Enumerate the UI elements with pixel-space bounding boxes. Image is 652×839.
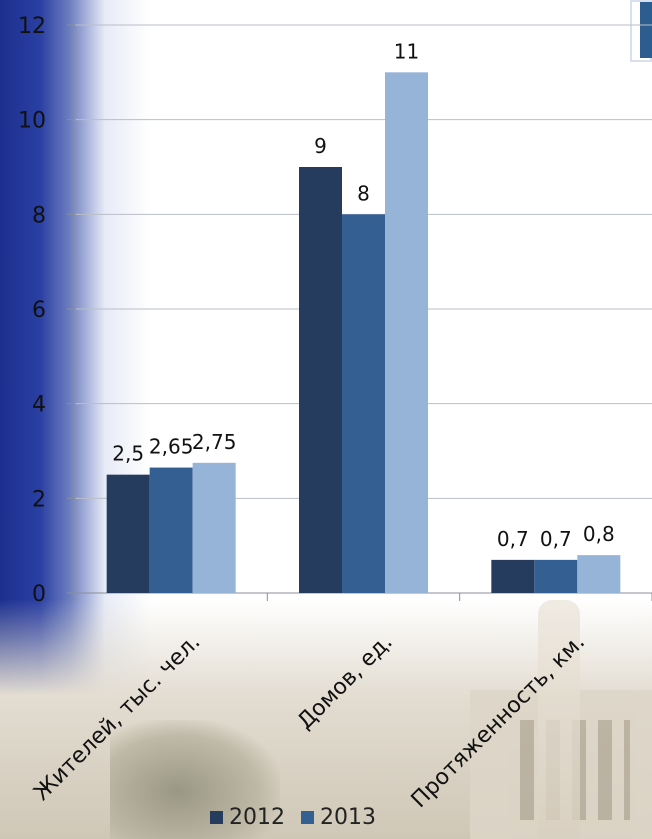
bar	[299, 167, 342, 593]
x-tick-label: Домов, ед.	[293, 630, 398, 735]
x-tick-label: Протяженность, км.	[407, 630, 590, 813]
data-label: 2,75	[192, 430, 237, 454]
y-axis-ticks: 0 2 4 6 8 10 12	[18, 14, 46, 607]
data-labels: 2,5 2,652,75 9 8 11 0,7 0,7 0,8	[112, 39, 614, 551]
bar	[106, 474, 150, 593]
data-label: 2,65	[149, 435, 194, 459]
legend-item-2012: 2012	[210, 805, 285, 830]
x-axis-labels: Жителей, тыс. чел. Домов, ед. Протяженност…	[29, 630, 590, 813]
bar	[385, 72, 428, 594]
bar	[342, 214, 385, 594]
bar	[491, 559, 535, 593]
legend: 2012 2013	[210, 805, 376, 830]
legend-item-2013: 2013	[301, 805, 376, 830]
y-tick-label: 12	[18, 14, 46, 39]
y-tick-label: 4	[32, 393, 46, 418]
corner-decoration	[630, 0, 652, 62]
y-tick-label: 8	[32, 203, 46, 228]
y-tick-label: 0	[32, 582, 46, 607]
bar	[149, 467, 193, 593]
legend-label-2012: 2012	[229, 805, 285, 830]
bar	[577, 555, 621, 593]
legend-swatch-2012	[210, 811, 223, 824]
data-label: 0,7	[497, 527, 529, 551]
y-tick-label: 10	[18, 109, 46, 134]
data-label: 9	[314, 134, 327, 158]
legend-swatch-2013	[301, 811, 314, 824]
background-tower	[538, 600, 580, 839]
data-label: 2,5	[112, 442, 144, 466]
background-trees	[110, 720, 280, 839]
legend-label-2013: 2013	[320, 805, 376, 830]
bar	[192, 462, 236, 593]
data-label: 0,8	[583, 522, 615, 546]
data-label: 0,7	[540, 527, 572, 551]
data-label: 11	[394, 39, 419, 63]
bars	[106, 72, 621, 594]
data-label: 8	[357, 181, 370, 205]
bar	[534, 559, 578, 593]
y-tick-label: 2	[32, 487, 46, 512]
x-tick-label: Жителей, тыс. чел.	[29, 630, 205, 806]
y-tick-label: 6	[32, 298, 46, 323]
